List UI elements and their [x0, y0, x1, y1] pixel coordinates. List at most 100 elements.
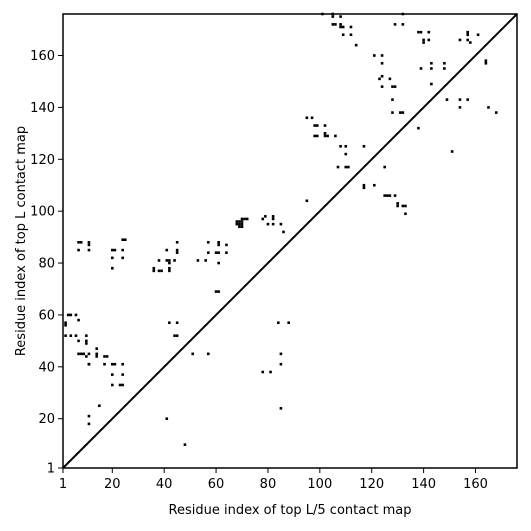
contact-point-lower	[110, 373, 114, 376]
contact-point-upper	[175, 248, 179, 252]
contact-point-upper	[323, 134, 327, 138]
contact-point-lower	[69, 313, 73, 317]
contact-point-upper	[235, 222, 239, 226]
contact-point-upper	[110, 266, 114, 270]
contact-point-upper	[354, 43, 358, 47]
contact-point-upper	[225, 243, 228, 247]
contact-point-upper	[466, 38, 470, 42]
contact-point-upper	[443, 67, 446, 70]
contact-point-upper	[152, 269, 156, 273]
contact-point-upper	[238, 225, 241, 229]
contact-point-lower	[165, 417, 169, 421]
contact-point-lower	[77, 318, 80, 322]
contact-point-lower	[79, 352, 83, 356]
contact-point-upper	[168, 266, 171, 270]
contact-point-upper	[326, 134, 329, 138]
contact-point-upper	[206, 251, 210, 254]
contact-point-upper	[401, 204, 405, 208]
contact-point-upper	[323, 124, 327, 127]
contact-point-upper	[422, 41, 425, 44]
contact-point-upper	[380, 54, 384, 57]
contact-point-lower	[277, 321, 280, 325]
contact-point-upper	[271, 215, 275, 218]
contact-point-upper	[362, 186, 366, 190]
contact-point-upper	[339, 145, 342, 148]
contact-point-upper	[110, 256, 114, 260]
contact-point-upper	[422, 38, 425, 42]
contact-point-lower	[77, 352, 80, 356]
contact-point-upper	[393, 23, 397, 26]
contact-point-upper	[344, 145, 348, 148]
contact-point-upper	[175, 251, 179, 254]
contact-point-upper	[458, 98, 462, 101]
contact-point-upper	[173, 259, 176, 262]
contact-point-upper	[323, 132, 327, 135]
contact-point-upper	[225, 251, 228, 254]
contact-point-upper	[282, 230, 285, 234]
contact-point-upper	[349, 25, 353, 29]
contact-point-upper	[87, 243, 91, 247]
plot-frame	[62, 13, 518, 469]
contact-point-lower	[87, 362, 91, 366]
contact-point-upper	[157, 269, 161, 273]
contact-point-upper	[121, 238, 124, 241]
contact-point-upper	[121, 256, 124, 260]
contact-point-lower	[87, 414, 91, 418]
contact-point-upper	[331, 23, 335, 26]
contact-point-upper	[450, 150, 454, 153]
contact-point-upper	[458, 38, 462, 42]
contact-point-upper	[393, 194, 397, 197]
contact-point-upper	[240, 220, 244, 223]
contact-point-lower	[214, 290, 218, 293]
contact-point-upper	[398, 111, 402, 114]
contact-point-lower	[110, 362, 114, 366]
contact-point-lower	[121, 373, 124, 376]
contact-point-lower	[64, 321, 67, 325]
contact-point-lower	[64, 324, 67, 327]
contact-point-upper	[217, 241, 220, 244]
y-tick-label: 120	[30, 153, 55, 168]
contact-point-upper	[196, 259, 200, 262]
contact-point-upper	[240, 225, 244, 229]
contact-point-lower	[110, 383, 114, 387]
x-tick-label: 1	[59, 477, 67, 492]
contact-point-upper	[305, 116, 309, 120]
contact-point-upper	[385, 194, 389, 197]
contact-point-upper	[266, 222, 270, 226]
contact-point-upper	[79, 241, 83, 244]
contact-point-lower	[173, 334, 176, 337]
y-tick-label: 20	[38, 412, 55, 427]
contact-point-upper	[217, 261, 220, 265]
contact-point-upper	[430, 61, 433, 65]
x-tick-label: 60	[208, 477, 225, 492]
contact-point-lower	[113, 362, 117, 366]
contact-point-lower	[95, 355, 99, 358]
contact-point-upper	[466, 33, 470, 37]
contact-point-upper	[217, 243, 220, 247]
contact-point-upper	[206, 241, 210, 244]
contact-point-upper	[160, 269, 163, 273]
contact-point-upper	[168, 269, 171, 273]
x-tick-label: 120	[359, 477, 384, 492]
contact-point-upper	[238, 220, 241, 223]
contact-point-upper	[264, 215, 267, 218]
contact-point-upper	[445, 98, 449, 101]
contact-point-upper	[240, 217, 244, 221]
contact-point-upper	[391, 111, 394, 114]
contact-point-upper	[362, 183, 366, 187]
contact-point-upper	[113, 248, 117, 252]
contact-point-lower	[95, 347, 99, 350]
contact-point-upper	[396, 204, 399, 208]
contact-point-lower	[103, 355, 106, 358]
contact-point-lower	[77, 339, 80, 343]
contact-point-upper	[336, 165, 340, 169]
contact-point-lower	[74, 334, 78, 337]
contact-point-upper	[271, 217, 275, 221]
contact-point-upper	[380, 74, 384, 78]
contact-point-upper	[484, 59, 488, 62]
contact-point-lower	[69, 334, 73, 337]
contact-point-upper	[484, 61, 488, 65]
contact-point-upper	[383, 165, 386, 169]
contact-point-upper	[344, 152, 348, 156]
contact-point-upper	[339, 25, 342, 29]
